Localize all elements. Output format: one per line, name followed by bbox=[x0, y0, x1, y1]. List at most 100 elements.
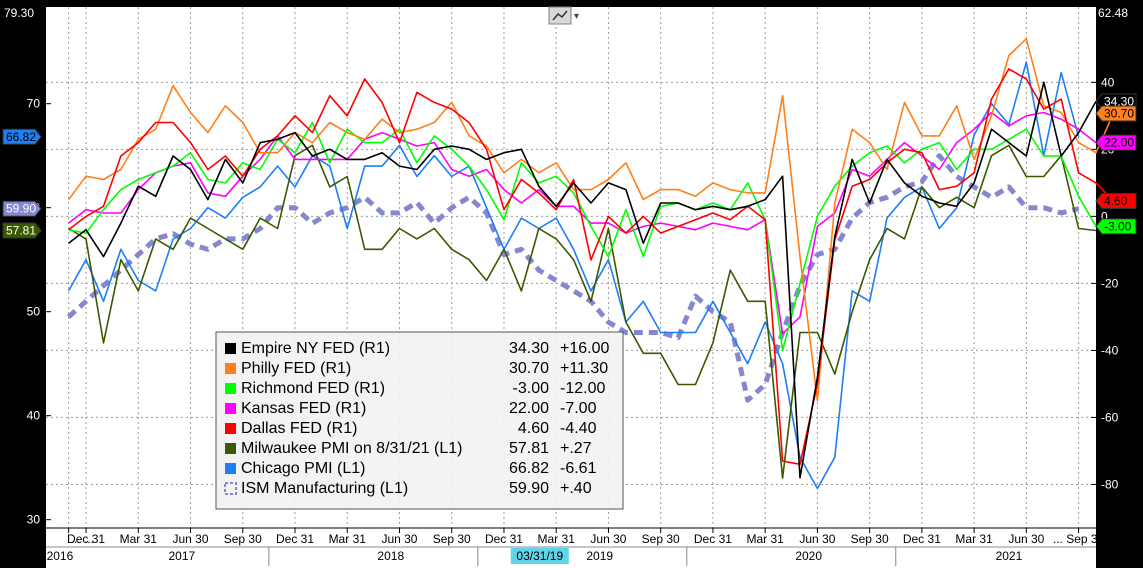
year-label: 2020 bbox=[795, 549, 822, 563]
series-lines bbox=[66, 37, 1115, 490]
badge-shape bbox=[2, 222, 42, 239]
left-axis-tick-label: 30 bbox=[27, 513, 41, 527]
legend-series-name: Empire NY FED (R1) bbox=[241, 340, 390, 357]
badge-value: 59.90 bbox=[6, 202, 36, 216]
x-axis-tick-label: Mar 31 bbox=[329, 532, 367, 546]
right-axis-tick-label: -60 bbox=[1101, 410, 1119, 424]
legend-series-value: 34.30 bbox=[509, 340, 549, 357]
year-label: 2017 bbox=[168, 549, 195, 563]
right-axis-tick-label: -20 bbox=[1101, 276, 1119, 290]
x-axis-tick-label: Jun 30 bbox=[799, 532, 835, 546]
legend-series-value: -3.00 bbox=[513, 380, 550, 397]
legend-swatch bbox=[225, 463, 236, 474]
right-axis-tick-label: 0 bbox=[1101, 209, 1108, 223]
left-badge-6: 66.82 bbox=[2, 128, 42, 145]
badge-value: 4.60 bbox=[1104, 194, 1128, 208]
svg-text:▾: ▾ bbox=[574, 11, 579, 22]
legend-series-change: -7.00 bbox=[560, 400, 597, 417]
left-badge-7: 59.90 bbox=[2, 200, 42, 217]
x-axis-tick-label: Mar 31 bbox=[120, 532, 158, 546]
left-axis-tick-label: 50 bbox=[27, 305, 41, 319]
x-axis-tick-label: Sep 30 bbox=[851, 532, 889, 546]
year-label: 2018 bbox=[377, 549, 404, 563]
x-axis-tick-label: Mar 31 bbox=[746, 532, 784, 546]
right-badge-4: 4.60 bbox=[1095, 192, 1137, 209]
x-axis-tick-label: Jun 30 bbox=[590, 532, 626, 546]
badge-shape bbox=[2, 128, 42, 145]
x-axis-tick-label: ... Sep 30 bbox=[1053, 532, 1105, 546]
legend-swatch bbox=[225, 443, 236, 454]
series-line-6 bbox=[67, 61, 1080, 490]
series-line-7 bbox=[66, 153, 1080, 403]
cursor-date-highlight bbox=[510, 548, 569, 564]
legend-series-name: Dallas FED (R1) bbox=[241, 420, 357, 437]
badge-shape bbox=[1095, 218, 1137, 235]
legend-swatch bbox=[225, 403, 236, 414]
legend-series-value: 4.60 bbox=[518, 420, 549, 437]
legend-series-change: +.27 bbox=[560, 440, 592, 457]
legend-series-name: Milwaukee PMI on 8/31/21 (L1) bbox=[241, 440, 462, 457]
x-axis-tick-label: Jun 30 bbox=[173, 532, 209, 546]
badge-shape bbox=[1095, 192, 1137, 209]
badge-value: 57.81 bbox=[6, 223, 36, 237]
x-axis-tick-label: Sep 30 bbox=[433, 532, 471, 546]
legend-series-value: 57.81 bbox=[509, 440, 549, 457]
series-line-2 bbox=[68, 121, 1097, 352]
badge-value: 34.30 bbox=[1104, 94, 1134, 108]
badge-shape bbox=[1095, 134, 1137, 151]
legend-series-change: +11.30 bbox=[560, 360, 608, 377]
top-right-value: 62.48 bbox=[1098, 6, 1128, 20]
right-axis-tick-label: -80 bbox=[1101, 477, 1119, 491]
x-axis-tick-label: Mar 31 bbox=[955, 532, 993, 546]
legend-swatch bbox=[224, 482, 237, 495]
x-axis-tick-label: Dec 31 bbox=[903, 532, 941, 546]
left-badge-5: 57.81 bbox=[2, 222, 42, 239]
legend-series-change: -12.00 bbox=[560, 380, 605, 397]
left-axis-tick-label: 40 bbox=[27, 409, 41, 423]
x-axis-tick-label: ... ... bbox=[71, 532, 94, 546]
x-axis-band bbox=[46, 528, 1096, 568]
chart-type-icon[interactable]: ▾ bbox=[548, 6, 579, 25]
cursor-date-label: 03/31/19 bbox=[516, 549, 563, 563]
x-axis-tick-label: Jun 30 bbox=[1008, 532, 1044, 546]
badge-shape bbox=[2, 200, 42, 217]
gridlines bbox=[46, 7, 1096, 528]
legend-series-value: 30.70 bbox=[509, 360, 549, 377]
x-axis-tick-label: Sep 30 bbox=[224, 532, 262, 546]
x-axis-tick-label: Mar 31 bbox=[538, 532, 576, 546]
x-axis-tick-label: Sep 30 bbox=[642, 532, 680, 546]
series-line-5 bbox=[68, 144, 1097, 479]
legend-series-name: Kansas FED (R1) bbox=[241, 400, 366, 417]
right-badge-1: 30.70 bbox=[1095, 105, 1137, 122]
legend-series-name: Richmond FED (R1) bbox=[241, 380, 385, 397]
badge-value: 30.70 bbox=[1104, 106, 1134, 120]
series-line-1 bbox=[67, 37, 1115, 402]
left-axis-tick-label: 70 bbox=[27, 97, 41, 111]
legend-series-change: -4.40 bbox=[560, 420, 597, 437]
legend-series-change: +16.00 bbox=[560, 340, 609, 357]
legend-series-value: 22.00 bbox=[509, 400, 549, 417]
legend-series-name: Chicago PMI (L1) bbox=[241, 460, 366, 477]
legend-box bbox=[215, 331, 624, 510]
top-left-value: 79.30 bbox=[4, 6, 34, 20]
series-line-4 bbox=[68, 68, 1114, 466]
legend-swatch bbox=[225, 363, 236, 374]
badge-value: 22.00 bbox=[1104, 136, 1134, 150]
legend-swatch bbox=[225, 383, 236, 394]
x-axis-tick-label: Dec 31 bbox=[276, 532, 314, 546]
x-axis-tick-label: Dec 31 bbox=[67, 532, 105, 546]
legend-swatch bbox=[225, 423, 236, 434]
x-axis-tick-label: Dec 31 bbox=[694, 532, 732, 546]
x-axis-tick-label: Dec 31 bbox=[485, 532, 523, 546]
axes: 3040506070-80-60-40-2002040... ...Dec 31… bbox=[27, 75, 1119, 568]
legend: Empire NY FED (R1) 34.30 +16.00 Philly FED … bbox=[215, 331, 624, 510]
legend-series-value: 66.82 bbox=[509, 460, 549, 477]
year-label: 2019 bbox=[586, 549, 613, 563]
right-axis-tick-label: -40 bbox=[1101, 343, 1119, 357]
legend-swatch bbox=[225, 343, 236, 354]
series-line-0 bbox=[68, 81, 1097, 479]
legend-series-value: 59.90 bbox=[509, 480, 549, 497]
